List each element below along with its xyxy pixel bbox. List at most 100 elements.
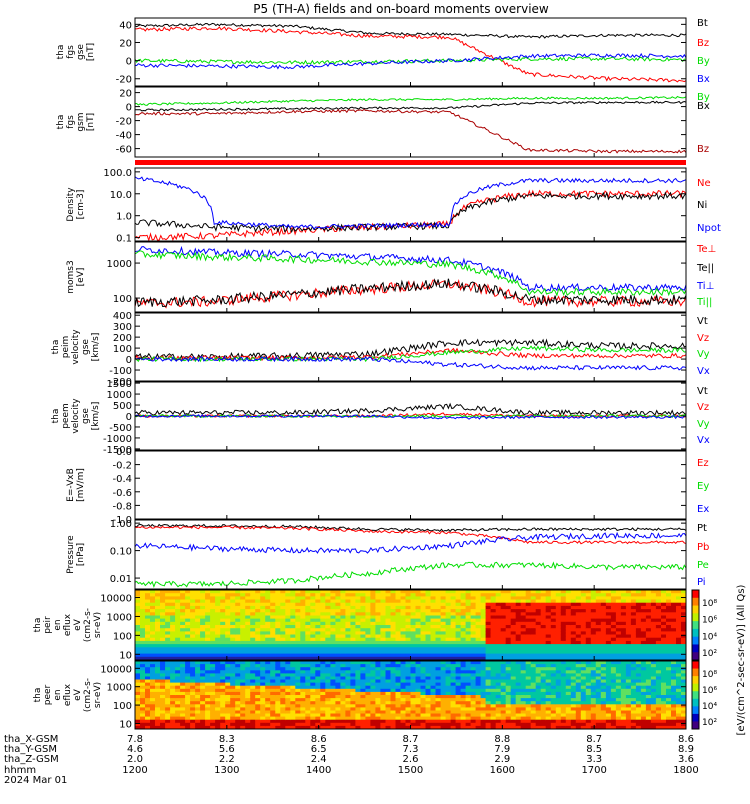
y-axis-label: [nT] (86, 43, 96, 61)
x-tick-label: 1600 (490, 765, 515, 776)
series-line-pressure-2 (135, 562, 686, 587)
legend-entry: Vz (697, 333, 709, 344)
y-tick-label: 200 (113, 333, 132, 344)
colorbar-tick-label: 10² (702, 718, 717, 728)
y-tick-label: 1000 (107, 683, 132, 694)
legend-entry: Bx (697, 101, 710, 112)
panel-efield: 0.0-0.2-0.4-0.6-0.8-1.0E=-VxB[mV/m]EzEyE… (66, 447, 709, 526)
y-axis-label: [mV/m] (76, 468, 86, 502)
series-line-peim-velocity-2 (135, 346, 686, 361)
colorbar-tick-label: 10⁶ (702, 616, 717, 626)
y-axis-label: tha (33, 618, 43, 633)
legend-entry: Pb (697, 542, 709, 553)
y-axis-label: velocity (71, 398, 81, 434)
legend-entry: Ti⊥ (696, 281, 714, 292)
x-tick-label: 1400 (306, 765, 331, 776)
y-axis-label: [eV] (76, 268, 86, 287)
legend-entry: Bz (697, 38, 709, 49)
x-tick-label: 3.6 (678, 754, 694, 765)
series-line-density-2 (135, 177, 686, 229)
y-tick-label: 300 (113, 322, 132, 333)
legend-entry: Bz (697, 144, 709, 155)
colorbar-label: [eV/(cm^2-sec-sr-eV)] (All Qs) (736, 584, 747, 735)
x-row-label: tha_Z-GSM (4, 754, 59, 765)
panel-frame (135, 520, 686, 589)
y-axis-label: fgs (66, 45, 76, 59)
y-tick-label: 10 (119, 719, 132, 730)
series-line-pressure-3 (135, 533, 686, 553)
x-tick-label: 2.6 (403, 754, 419, 765)
y-tick-label: -0.8 (112, 501, 132, 512)
y-axis-label: gse (76, 44, 86, 60)
y-tick-label: -20 (116, 117, 132, 128)
y-tick-label: 1000 (107, 612, 132, 623)
y-tick-label: -100 (109, 366, 132, 377)
colorbar-0: 10⁸ 10⁶ 10⁴ 10² (692, 590, 717, 661)
y-tick-label: 400 (113, 311, 132, 322)
y-tick-label: 0 (126, 355, 132, 366)
y-axis-label: peer (43, 684, 53, 705)
series-line-fgs-gse-1 (135, 27, 686, 82)
series-line-peem-velocity-0 (135, 404, 686, 415)
y-axis-label: tha (51, 409, 61, 424)
y-tick-label: -1000 (103, 434, 132, 445)
y-tick-label: 10.0 (110, 190, 132, 201)
colorbar-tick-label: 10⁴ (702, 632, 717, 642)
colorbar-tick-label: 10⁶ (702, 686, 717, 696)
y-tick-label: 100 (113, 631, 132, 642)
y-tick-label: 1.00 (110, 519, 132, 530)
legend-entry: Vy (697, 419, 710, 430)
legend-entry: Ti|| (696, 297, 712, 308)
y-axis-label: eflux (63, 683, 73, 706)
y-axis-label: sr-eV) (93, 682, 103, 708)
y-tick-label: 20 (119, 89, 132, 100)
y-tick-label: 100 (113, 344, 132, 355)
y-tick-label: 100 (113, 294, 132, 305)
panel-frame (135, 168, 686, 241)
x-tick-label: 2.4 (311, 754, 327, 765)
y-tick-label: 100 (113, 701, 132, 712)
legend-entry: Pt (697, 523, 707, 534)
y-tick-label: -0.2 (112, 461, 132, 472)
y-tick-label: 10000 (100, 664, 132, 675)
legend-entry: Ne (697, 178, 711, 189)
y-tick-label: 0.1 (116, 234, 132, 245)
legend-entry: Ez (697, 458, 709, 469)
y-axis-label: sr-eV) (93, 612, 103, 638)
y-axis-label: eflux (63, 613, 73, 636)
legend-entry: By (697, 56, 710, 67)
legend-entry: Vz (697, 402, 709, 413)
y-tick-label: -0.6 (112, 488, 132, 499)
series-line-fgs-gsm-0 (135, 97, 686, 106)
y-tick-label: 40 (119, 20, 132, 31)
y-axis-label: peir (43, 616, 53, 634)
legend-entry: Bx (697, 74, 710, 85)
legend-entry: Vx (697, 366, 710, 377)
y-tick-label: -0.4 (112, 474, 132, 485)
y-axis-label: Pressure (66, 535, 76, 574)
y-tick-label: 10 (119, 650, 132, 661)
legend-entry: Vt (697, 316, 708, 327)
y-tick-label: -40 (116, 131, 132, 142)
y-tick-label: 500 (113, 401, 132, 412)
y-axis-label: peem (61, 403, 71, 429)
y-axis-label: eV (73, 688, 83, 701)
chart-title: P5 (TH-A) fields and on-board moments ov… (253, 2, 549, 16)
colorbar-tick-label: 10⁴ (702, 702, 717, 712)
series-line-fgs-gsm-2 (135, 110, 686, 153)
colorbar-tick-label: 10⁸ (702, 599, 717, 609)
x-tick-label: 1200 (122, 765, 147, 776)
y-axis-label: [nT] (86, 113, 96, 131)
x-tick-label: 2.2 (219, 754, 235, 765)
y-tick-label: 1000 (107, 259, 132, 270)
colorbar-tick-label: 10² (702, 649, 717, 659)
y-axis-label: moms3 (66, 260, 76, 293)
y-tick-label: -60 (116, 145, 132, 156)
legend-entry: Pe (697, 560, 709, 571)
x-tick-label: 2.9 (494, 754, 510, 765)
